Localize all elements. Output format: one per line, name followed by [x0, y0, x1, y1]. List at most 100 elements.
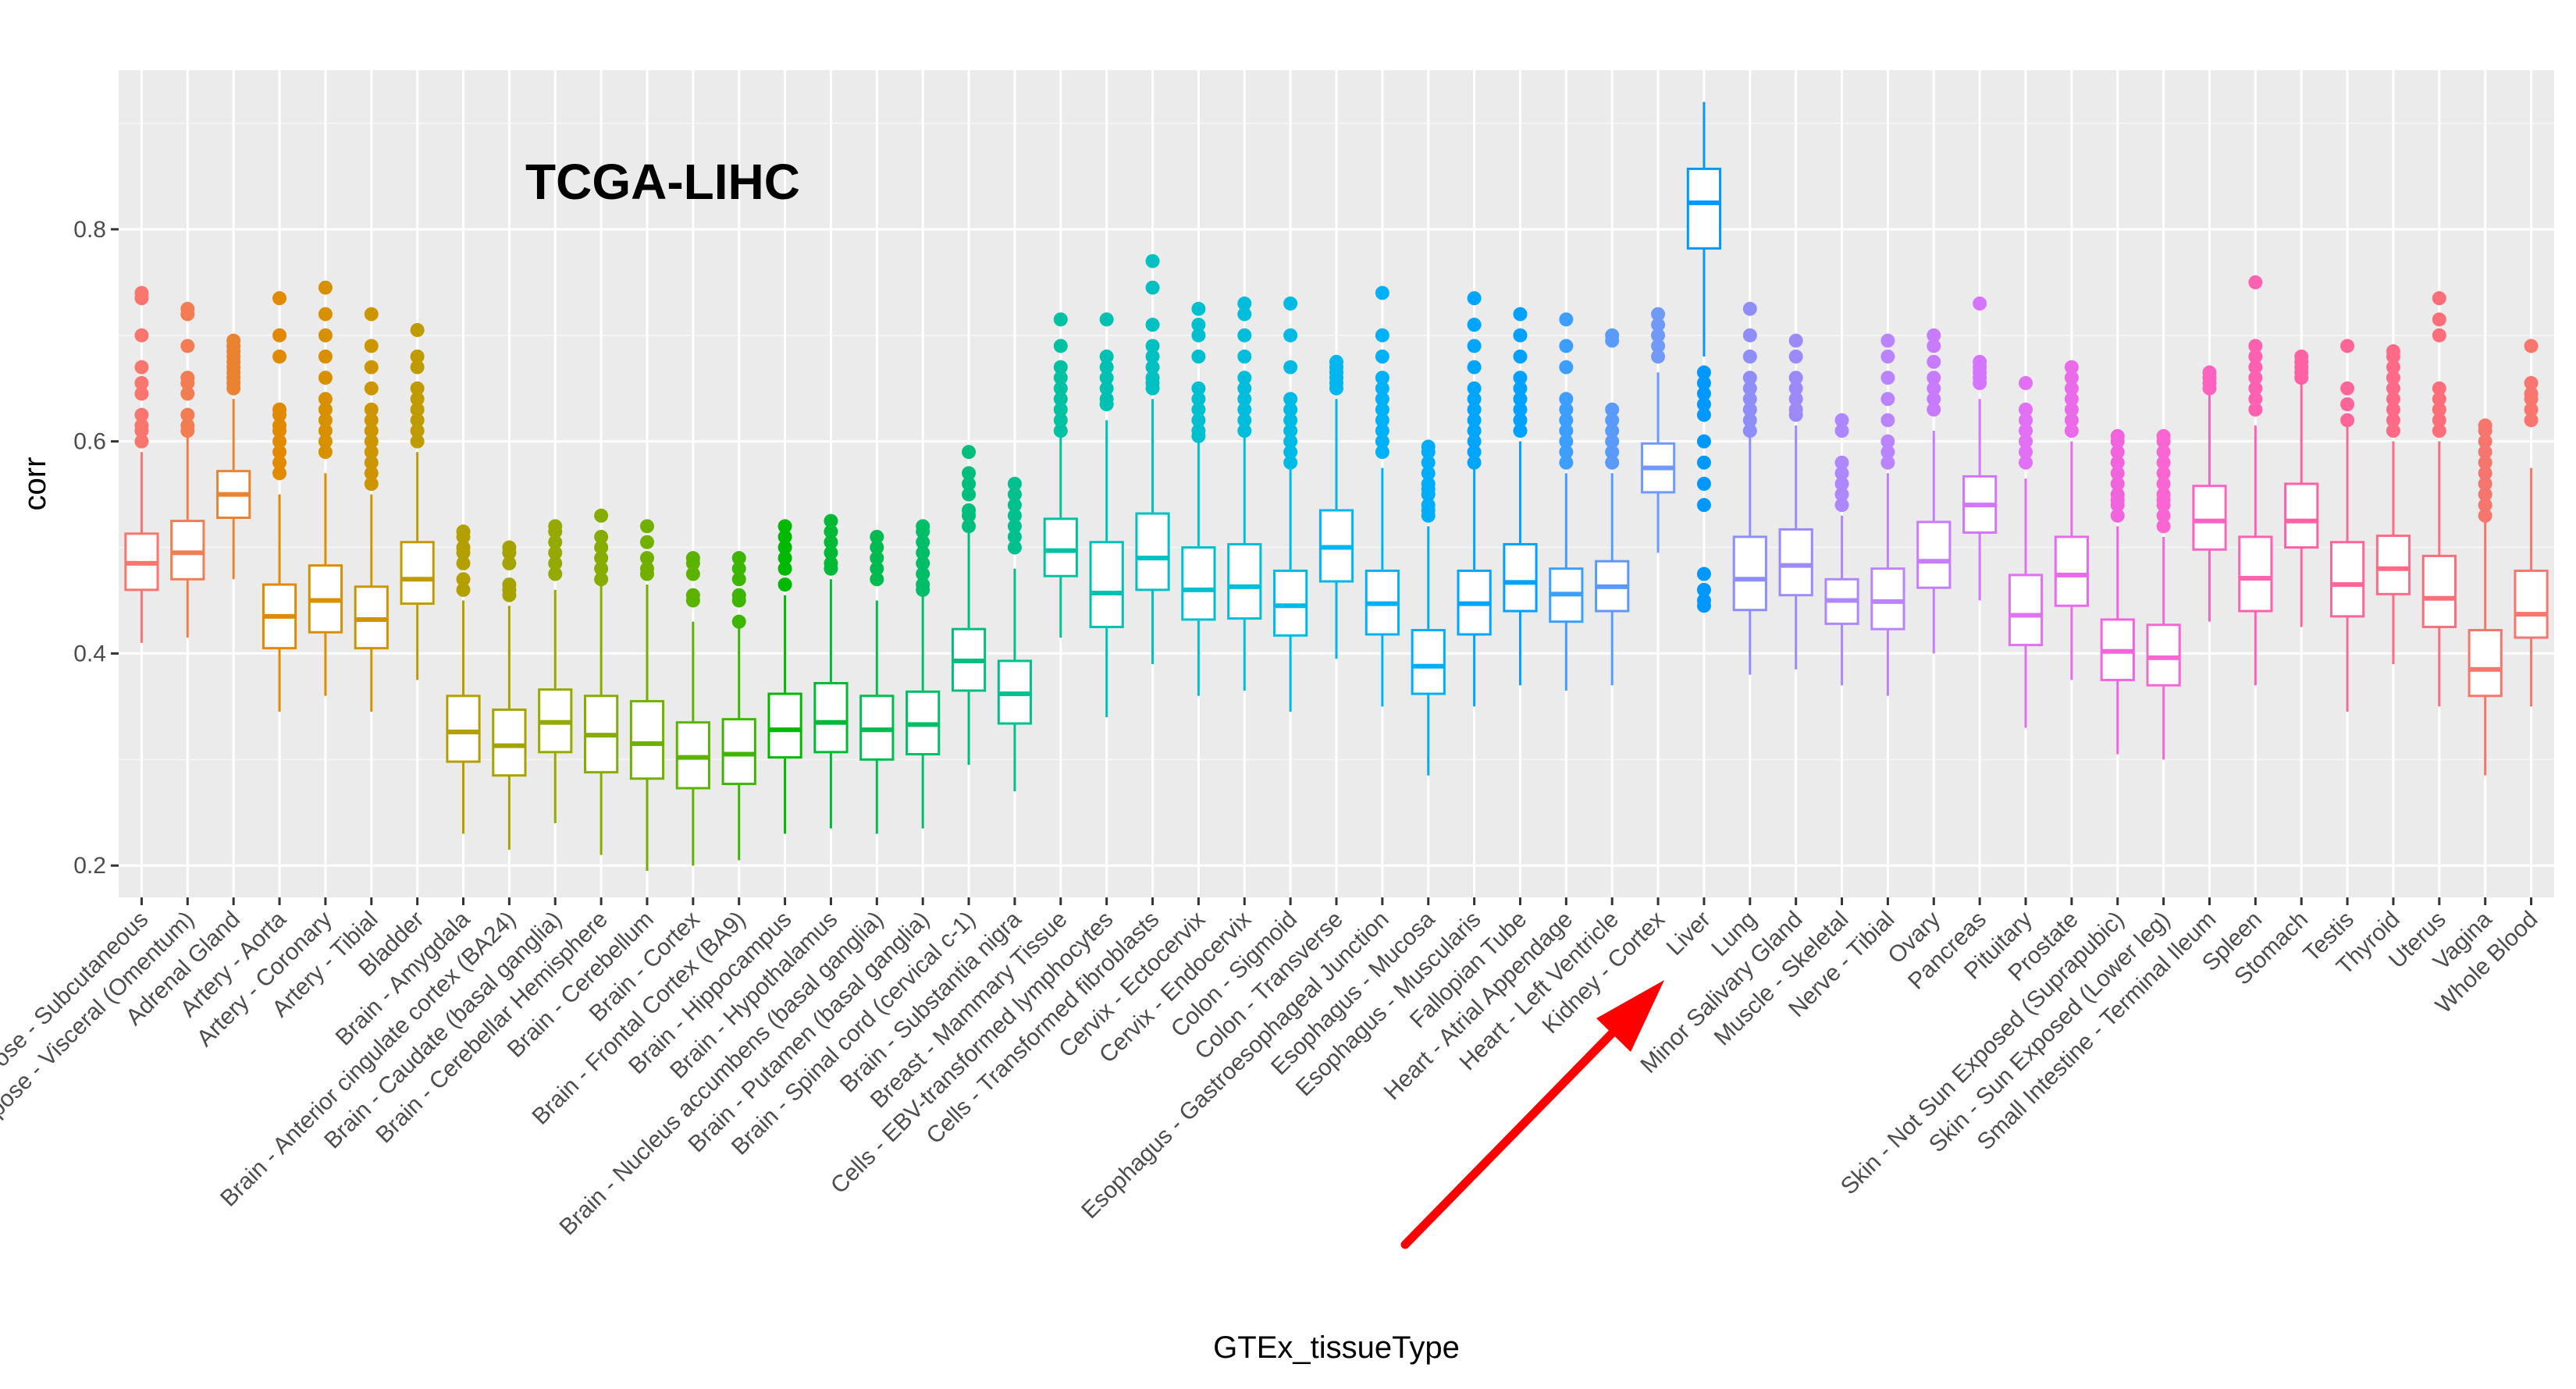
outlier-point	[1375, 424, 1389, 439]
outlier-point	[1375, 349, 1389, 364]
outlier-point	[2340, 381, 2355, 396]
outlier-point	[685, 593, 700, 608]
outlier-point	[2386, 381, 2400, 396]
outlier-point	[1375, 413, 1389, 428]
outlier-point	[824, 535, 838, 549]
box-8	[446, 524, 481, 834]
outlier-point	[2478, 424, 2492, 439]
outlier-point	[410, 424, 425, 439]
outlier-point	[1421, 445, 1436, 460]
outlier-point	[410, 360, 425, 375]
outlier-point	[318, 413, 333, 428]
outlier-point	[1559, 339, 1574, 353]
outlier-point	[1099, 381, 1114, 396]
outlier-point	[1696, 582, 1711, 597]
outlier-point	[2110, 455, 2125, 470]
x-axis-title: GTEx_tissueType	[1213, 1330, 1460, 1365]
outlier-point	[1421, 455, 1436, 470]
box-iqr	[2284, 482, 2319, 549]
outlier-point	[2432, 413, 2446, 428]
box-14	[721, 551, 756, 861]
outlier-point	[272, 328, 287, 343]
outlier-point	[1880, 349, 1895, 364]
outlier-point	[364, 477, 379, 491]
box-iqr	[2054, 535, 2089, 607]
outlier-point	[2019, 402, 2033, 417]
outlier-point	[2432, 312, 2446, 327]
outlier-point	[318, 307, 333, 321]
outlier-point	[1467, 339, 1482, 353]
outlier-point	[731, 561, 746, 576]
outlier-point	[2524, 413, 2539, 428]
outlier-point	[410, 381, 425, 396]
outlier-point	[594, 529, 609, 544]
outlier-point	[410, 349, 425, 364]
outlier-point	[1283, 424, 1298, 439]
outlier-point	[1696, 498, 1711, 513]
outlier-point	[1099, 349, 1114, 364]
outlier-point	[1696, 434, 1711, 449]
outlier-point	[502, 588, 517, 602]
outlier-point	[1651, 307, 1666, 321]
box-1	[124, 286, 159, 643]
outlier-point	[1696, 365, 1711, 380]
outlier-point	[1742, 402, 1757, 417]
outlier-point	[2478, 466, 2492, 481]
outlier-point	[1237, 402, 1252, 417]
box-33	[1595, 328, 1630, 686]
outlier-point	[1007, 477, 1022, 491]
box-layer	[124, 101, 2549, 872]
outlier-point	[1467, 392, 1482, 407]
outlier-point	[410, 322, 425, 337]
outlier-point	[1283, 296, 1298, 311]
outlier-point	[1513, 413, 1528, 428]
outlier-point	[962, 477, 977, 491]
outlier-point	[2478, 477, 2492, 491]
outlier-point	[134, 407, 149, 422]
outlier-point	[824, 545, 838, 560]
box-11	[584, 508, 619, 855]
outlier-point	[916, 582, 930, 597]
outlier-point	[2340, 397, 2355, 412]
outlier-point	[1605, 434, 1620, 449]
box-iqr	[2421, 554, 2457, 628]
outlier-point	[962, 519, 977, 534]
outlier-point	[1283, 434, 1298, 449]
outlier-point	[1237, 307, 1252, 321]
outlier-point	[1053, 371, 1068, 385]
outlier-point	[2019, 455, 2033, 470]
outlier-point	[2064, 371, 2079, 385]
outlier-point	[1467, 445, 1482, 460]
outlier-point	[1559, 413, 1574, 428]
outlier-point	[180, 386, 195, 401]
outlier-point	[1696, 386, 1711, 401]
outlier-point	[272, 445, 287, 460]
box-43	[2054, 360, 2089, 680]
outlier-point	[180, 407, 195, 422]
outlier-point	[1145, 318, 1160, 332]
box-6	[354, 307, 389, 712]
outlier-point	[1053, 381, 1068, 396]
outlier-point	[318, 434, 333, 449]
box-50	[2375, 344, 2411, 665]
outlier-point	[594, 572, 609, 587]
outlier-point	[916, 535, 930, 549]
outlier-point	[1651, 339, 1666, 353]
box-4	[262, 291, 297, 712]
outlier-point	[2248, 371, 2263, 385]
outlier-point	[2019, 375, 2033, 390]
outlier-point	[870, 551, 884, 566]
outlier-point	[2524, 375, 2539, 390]
outlier-point	[1513, 392, 1528, 407]
box-2	[170, 301, 205, 638]
outlier-point	[1788, 333, 1803, 348]
outlier-point	[548, 535, 563, 549]
outlier-point	[2248, 360, 2263, 375]
outlier-point	[1421, 466, 1436, 481]
outlier-point	[1559, 402, 1574, 417]
outlier-point	[777, 540, 792, 555]
outlier-point	[1834, 498, 1849, 513]
outlier-point	[1007, 508, 1022, 523]
outlier-point	[2248, 275, 2263, 290]
